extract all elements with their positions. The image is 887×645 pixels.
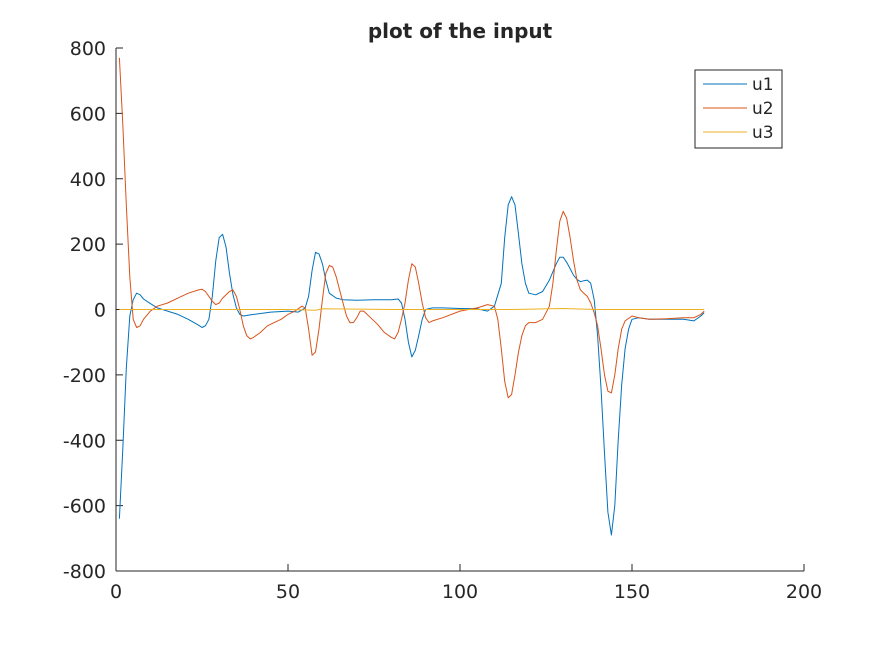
y-tick-label: -800 (63, 561, 106, 583)
x-tick-label: 0 (110, 581, 122, 603)
x-tick-label: 200 (786, 581, 822, 603)
legend-box (694, 69, 783, 149)
y-tick-label: -200 (63, 365, 106, 387)
y-tick-label: 800 (70, 38, 106, 60)
y-tick-label: 200 (70, 234, 106, 256)
series-line-u1 (118, 196, 705, 536)
chart-title: plot of the input (368, 19, 553, 43)
axes: 0 50 100 150 200 -800 -600 -400 -200 0 200 400 600 80… (63, 38, 822, 603)
y-tick-label: -400 (63, 430, 106, 452)
legend-label-u2: u2 (752, 99, 774, 119)
x-tick-label: 50 (276, 581, 300, 603)
y-tick-label: -600 (63, 496, 106, 518)
x-tick-label: 100 (442, 581, 478, 603)
series-line-u3 (119, 308, 705, 311)
series-lines (118, 57, 705, 536)
y-tick-label: 400 (70, 169, 106, 191)
series-line-u2 (118, 57, 705, 399)
legend-label-u3: u3 (752, 123, 774, 143)
y-tick-label: 600 (70, 103, 106, 125)
legend: u1 u2 u3 (694, 69, 783, 149)
x-tick-label: 150 (614, 581, 650, 603)
y-tick-label: 0 (94, 300, 106, 322)
legend-label-u1: u1 (752, 75, 774, 95)
